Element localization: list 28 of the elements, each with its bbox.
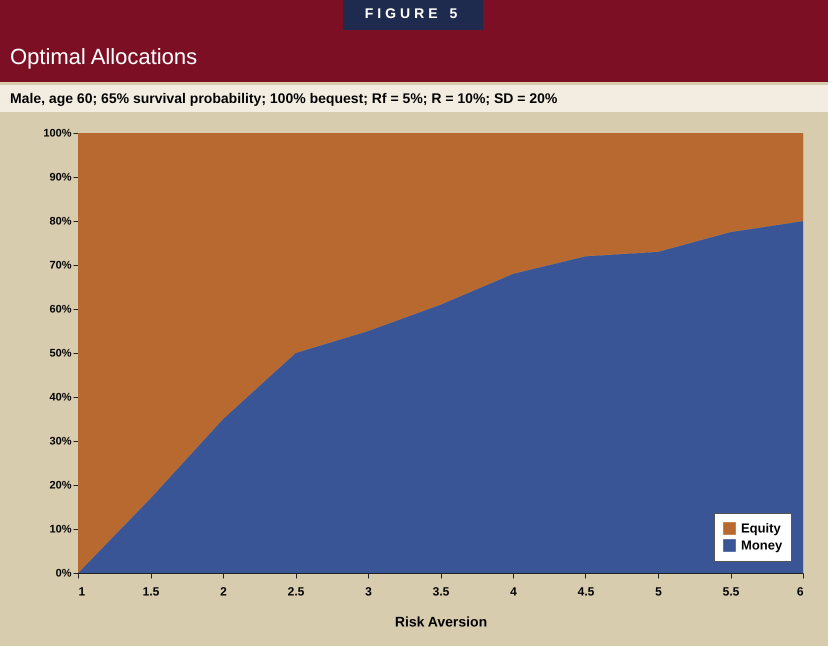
x-tick-label: 1.5 <box>142 584 160 598</box>
y-tick-label: 40% <box>49 392 72 404</box>
x-tick-label: 6 <box>796 584 804 598</box>
y-tick-label: 50% <box>49 348 72 360</box>
x-tick-label: 5.5 <box>722 584 740 598</box>
x-tick-label: 5 <box>655 584 662 598</box>
y-tick-label: 10% <box>49 524 72 536</box>
x-tick-label: 2 <box>220 584 228 598</box>
y-tick-label: 20% <box>49 480 72 492</box>
x-tick-label: 1 <box>78 584 86 598</box>
y-tick-label: 60% <box>49 304 72 316</box>
x-tick-label: 4 <box>510 584 518 598</box>
y-tick-label: 100% <box>43 128 72 140</box>
chart-title: Optimal Allocations <box>10 44 198 70</box>
chart-subtitle: Male, age 60; 65% survival probability; 100% bequest; Rf = 5%; R = 10%; SD = 20% <box>0 85 828 112</box>
x-tick-label: 2.5 <box>288 584 305 598</box>
x-axis-title: Risk Aversion <box>394 614 488 630</box>
legend-label: Money <box>741 538 783 552</box>
legend-label: Equity <box>741 520 782 536</box>
y-tick-label: 30% <box>49 436 72 448</box>
caption: FIGURE 5 <box>343 0 483 30</box>
y-tick-label: 80% <box>49 216 72 228</box>
x-tick-label: 4.5 <box>578 584 595 598</box>
y-tick-label: 90% <box>49 172 72 184</box>
y-tick-label: 70% <box>49 260 72 272</box>
x-tick-label: 3.5 <box>432 584 450 598</box>
y-tick-label: 0% <box>56 568 72 580</box>
x-tick-label: 3 <box>365 584 372 598</box>
